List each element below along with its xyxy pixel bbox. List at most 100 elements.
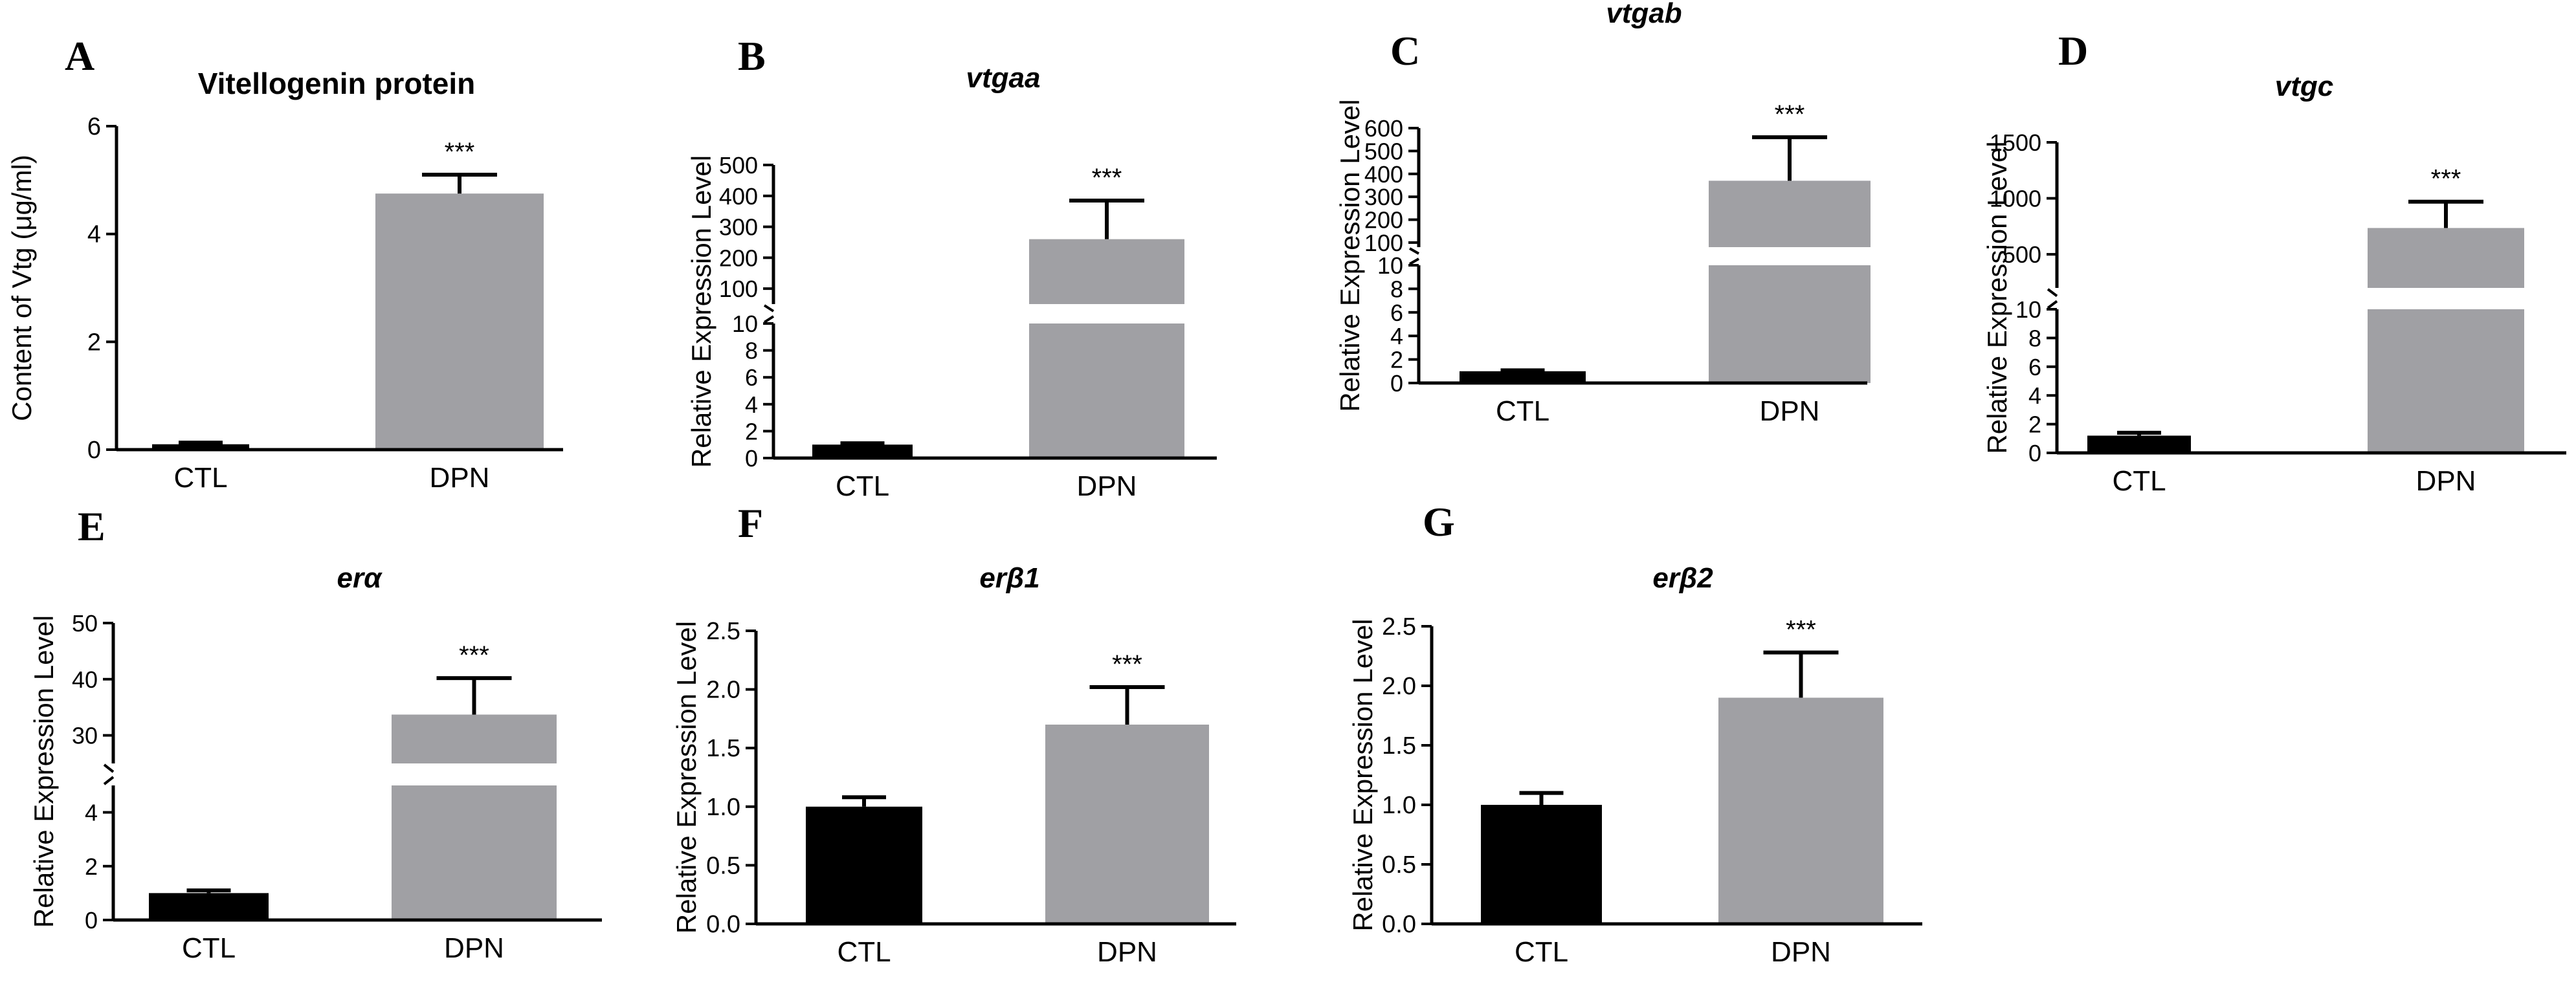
panel-c-y-tick-label: 400 [1364,161,1403,188]
panel-d-y-tick-label: 0 [2028,440,2041,466]
panel-b-y-tick-label: 8 [745,338,758,364]
panel-e-y-tick-label: 0 [85,907,98,934]
panel-d-y-tick-label: 4 [2028,382,2041,409]
panel-b-label: B [738,33,766,79]
panel-a-significance-dpn: *** [445,138,475,166]
panel-c-y-tick-label: 200 [1364,207,1403,234]
panel-g-y-tick-label: 1.0 [1382,792,1416,819]
panel-b-y-tick-label: 6 [745,364,758,391]
panel-g-y-axis-label: Relative Expression Level [1348,619,1378,931]
panel-e-bar-dpn-lower [392,785,557,920]
panel-b-y-axis-label: Relative Expression Level [686,155,716,468]
panel-d-y-tick-label: 10 [2015,296,2041,323]
panel-c-y-tick-label: 8 [1390,276,1403,302]
panel-b-y-tick-label: 4 [745,391,758,418]
panel-c-x-tick-ctl: CTL [1496,395,1549,427]
panel-d-label: D [2058,28,2088,74]
panel-c-y-tick-label: 10 [1377,252,1403,279]
panel-b-bar-dpn-lower [1029,323,1184,458]
panel-e-y-tick-label: 40 [72,666,98,693]
panel-c-y-tick-label: 2 [1390,347,1403,373]
panel-f-x-tick-ctl: CTL [837,936,891,968]
panel-f-title: erβ1 [979,562,1039,594]
panel-a-title: Vitellogenin protein [198,67,476,100]
panel-e-x-tick-ctl: CTL [182,932,236,964]
panel-a-y-tick-label: 4 [87,221,101,248]
panel-c-title: vtgab [1606,0,1682,29]
panel-c-x-tick-dpn: DPN [1760,395,1820,427]
panel-a-chart: A Vitellogenin protein Content of Vtg (μg/… [6,33,563,494]
panel-c-y-tick-label: 600 [1364,115,1403,142]
panel-e-axis-break-mark [103,763,115,785]
panel-g-bar-dpn [1718,697,1883,924]
panel-f-y-tick-label: 1.5 [706,735,740,762]
panel-d-axis-break-mark [2047,288,2058,309]
panel-d-bar-ctl [2087,435,2191,453]
panel-g-y-tick-label: 1.5 [1382,732,1416,760]
panel-b-x-tick-dpn: DPN [1077,470,1137,502]
panel-a-label: A [65,33,94,79]
panel-b-x-tick-ctl: CTL [836,470,889,502]
panel-e-y-tick-label: 50 [72,610,98,637]
panel-g-x-tick-dpn: DPN [1771,936,1831,968]
panel-a-x-tick-ctl: CTL [173,462,227,494]
panel-e-bar-ctl [149,893,269,920]
panel-g-significance-dpn: *** [1786,615,1816,644]
panel-b-y-tick-label: 10 [732,311,758,337]
panel-f-y-tick-label: 2.5 [706,618,740,645]
panel-a-bar-ctl [152,444,249,450]
panel-c-y-tick-label: 300 [1364,184,1403,210]
panel-b-bar-dpn-upper [1029,239,1184,304]
panel-d-bar-dpn-upper [2368,228,2524,288]
panel-g-y-tick-label: 2.5 [1382,613,1416,641]
panel-g-y-tick-label: 2.0 [1382,673,1416,700]
panel-g-x-tick-ctl: CTL [1515,936,1568,968]
panel-e-significance-dpn: *** [459,641,489,670]
panel-e-y-tick-label: 2 [85,853,98,880]
panel-f-label: F [738,500,763,546]
panel-b-y-tick-label: 500 [719,152,758,179]
panel-f-y-tick-label: 2.0 [706,677,740,704]
panel-d-y-axis-label: Relative Expression Level [1982,141,2012,454]
panel-e-y-tick-label: 4 [85,800,98,826]
panel-e-title: erα [337,562,383,594]
panel-d-bar-dpn-lower [2368,309,2524,453]
panel-a-bar-dpn [375,193,544,450]
panel-d-significance-dpn: *** [2431,165,2461,193]
panel-b-significance-dpn: *** [1092,164,1122,192]
panel-c-y-tick-label: 0 [1390,370,1403,397]
panel-b-axis-break-mark [763,304,775,323]
panel-d-y-tick-label: 8 [2028,325,2041,351]
panel-c-y-axis-label: Relative Expression Level [1335,99,1365,411]
panel-a-x-tick-dpn: DPN [430,462,490,494]
panel-c-bar-ctl [1460,371,1586,383]
panel-e-x-tick-dpn: DPN [444,932,504,964]
panel-c-bar-dpn-upper [1709,181,1871,247]
panel-b-y-tick-label: 300 [719,214,758,241]
panel-a-y-tick-label: 6 [87,113,101,140]
panel-c-axis-break-mark [1409,247,1419,265]
panel-b-y-tick-label: 100 [719,276,758,302]
panel-a-y-tick-label: 0 [87,437,101,464]
panel-f-y-tick-label: 1.0 [706,794,740,821]
panel-d-x-tick-ctl: CTL [2112,465,2166,497]
panel-b-y-tick-label: 200 [719,245,758,271]
panel-a-y-axis-label: Content of Vtg (μg/ml) [6,155,37,421]
panel-c-y-tick-label: 4 [1390,323,1403,349]
panel-g-label: G [1423,499,1455,545]
panel-f-y-tick-label: 0.0 [706,911,740,938]
panel-b-bar-ctl [812,444,913,458]
panel-f-significance-dpn: *** [1112,650,1142,679]
panel-g-title: erβ2 [1652,562,1713,594]
panel-b-y-tick-label: 0 [745,445,758,472]
panel-d-title: vtgc [2275,71,2333,102]
panel-c-y-tick-label: 500 [1364,138,1403,164]
panel-d-x-tick-dpn: DPN [2416,465,2476,497]
panel-e-y-axis-label: Relative Expression Level [28,615,59,928]
